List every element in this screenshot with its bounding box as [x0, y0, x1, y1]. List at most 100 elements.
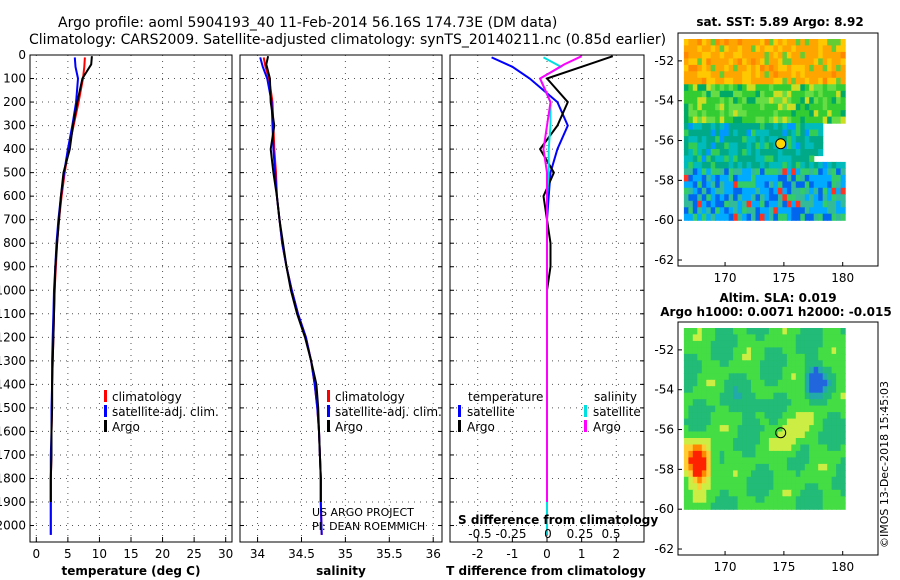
heatmap-cell — [733, 194, 739, 202]
heatmap-cell — [809, 116, 815, 124]
heatmap-cell — [710, 77, 716, 85]
heatmap-cell — [746, 353, 752, 361]
heatmap-cell — [683, 328, 689, 336]
argo-float-marker — [775, 427, 787, 439]
heatmap-cell — [697, 366, 703, 374]
x-tick-label: 35.5 — [376, 547, 403, 561]
heatmap-cell — [840, 463, 846, 471]
heatmap-cell — [742, 123, 748, 131]
heatmap-cell — [697, 51, 703, 59]
heatmap-cell — [701, 39, 707, 47]
heatmap-cell — [710, 431, 716, 439]
heatmap-cell — [818, 187, 824, 195]
heatmap-cell — [710, 386, 716, 394]
heatmap-cell — [733, 64, 739, 72]
heatmap-cell — [755, 123, 761, 131]
heatmap-cell — [746, 476, 752, 484]
heatmap-cell — [719, 200, 725, 208]
heatmap-cell — [683, 155, 689, 163]
heatmap-cell — [697, 136, 703, 144]
heatmap-cell — [710, 470, 716, 478]
heatmap-cell — [822, 213, 828, 221]
heatmap-cell — [760, 353, 766, 361]
heatmap-cell — [809, 123, 815, 131]
heatmap-cell — [818, 71, 824, 79]
heatmap-cell — [831, 328, 837, 336]
heatmap-cell — [818, 502, 824, 510]
heatmap-cell — [777, 476, 783, 484]
heatmap-cell — [836, 64, 842, 72]
heatmap-cell — [710, 110, 716, 118]
heatmap-cell — [827, 457, 833, 465]
x-tick-label: 175 — [772, 560, 795, 574]
heatmap-cell — [710, 360, 716, 368]
heatmap-cell — [764, 483, 770, 491]
heatmap-cell — [773, 334, 779, 342]
heatmap-cell — [813, 103, 819, 111]
heatmap-cell — [813, 181, 819, 189]
heatmap-cell — [818, 149, 824, 157]
heatmap-cell — [836, 347, 842, 355]
heatmap-cell — [724, 373, 730, 381]
heatmap-cell — [840, 71, 846, 79]
heatmap-cell — [746, 392, 752, 400]
heatmap-cell — [683, 496, 689, 504]
heatmap-cell — [813, 386, 819, 394]
x-tick-label: 1 — [578, 547, 586, 561]
heatmap-cell — [710, 347, 716, 355]
heatmap-cell — [818, 366, 824, 374]
heatmap-cell — [768, 340, 774, 348]
heatmap-cell — [782, 129, 788, 137]
heatmap-cell — [706, 161, 712, 169]
heatmap-cell — [737, 353, 743, 361]
heatmap-cell — [836, 213, 842, 221]
heatmap-cell — [773, 450, 779, 458]
heatmap-cell — [737, 399, 743, 407]
heatmap-cell — [737, 360, 743, 368]
heatmap-cell — [724, 45, 730, 53]
heatmap-cell — [688, 328, 694, 336]
heatmap-cell — [786, 103, 792, 111]
heatmap-cell — [791, 379, 797, 387]
heatmap-cell — [706, 207, 712, 215]
heatmap-cell — [764, 136, 770, 144]
heatmap-cell — [697, 340, 703, 348]
heatmap-cell — [701, 64, 707, 72]
heatmap-cell — [764, 123, 770, 131]
heatmap-cell — [719, 39, 725, 47]
heatmap-cell — [795, 116, 801, 124]
heatmap-cell — [768, 457, 774, 465]
heatmap-cell — [742, 200, 748, 208]
heatmap-cell — [795, 399, 801, 407]
heatmap-cell — [813, 200, 819, 208]
heatmap-cell — [724, 84, 730, 92]
heatmap-cell — [715, 110, 721, 118]
heatmap-cell — [701, 476, 707, 484]
y-tick-label: -56 — [654, 423, 674, 437]
heatmap-cell — [813, 463, 819, 471]
heatmap-cell — [692, 379, 698, 387]
heatmap-cell — [701, 334, 707, 342]
heatmap-cell — [751, 496, 757, 504]
heatmap-cell — [827, 412, 833, 420]
heatmap-cell — [831, 431, 837, 439]
depth-tick-label: 1600 — [0, 424, 26, 438]
heatmap-cell — [840, 51, 846, 59]
heatmap-cell — [764, 405, 770, 413]
heatmap-cell — [710, 450, 716, 458]
heatmap-cell — [751, 373, 757, 381]
heatmap-cell — [777, 347, 783, 355]
heatmap-cell — [692, 207, 698, 215]
sla-map-subtitle: Argo h1000: 0.0071 h2000: -0.015 — [660, 305, 891, 319]
heatmap-cell — [746, 149, 752, 157]
heatmap-cell — [818, 373, 824, 381]
heatmap-cell — [683, 463, 689, 471]
heatmap-cell — [786, 373, 792, 381]
heatmap-cell — [795, 97, 801, 105]
heatmap-cell — [786, 194, 792, 202]
heatmap-cell — [728, 483, 734, 491]
heatmap-cell — [777, 129, 783, 137]
heatmap-cell — [768, 360, 774, 368]
depth-tick-label: 0 — [18, 48, 26, 62]
heatmap-cell — [791, 194, 797, 202]
